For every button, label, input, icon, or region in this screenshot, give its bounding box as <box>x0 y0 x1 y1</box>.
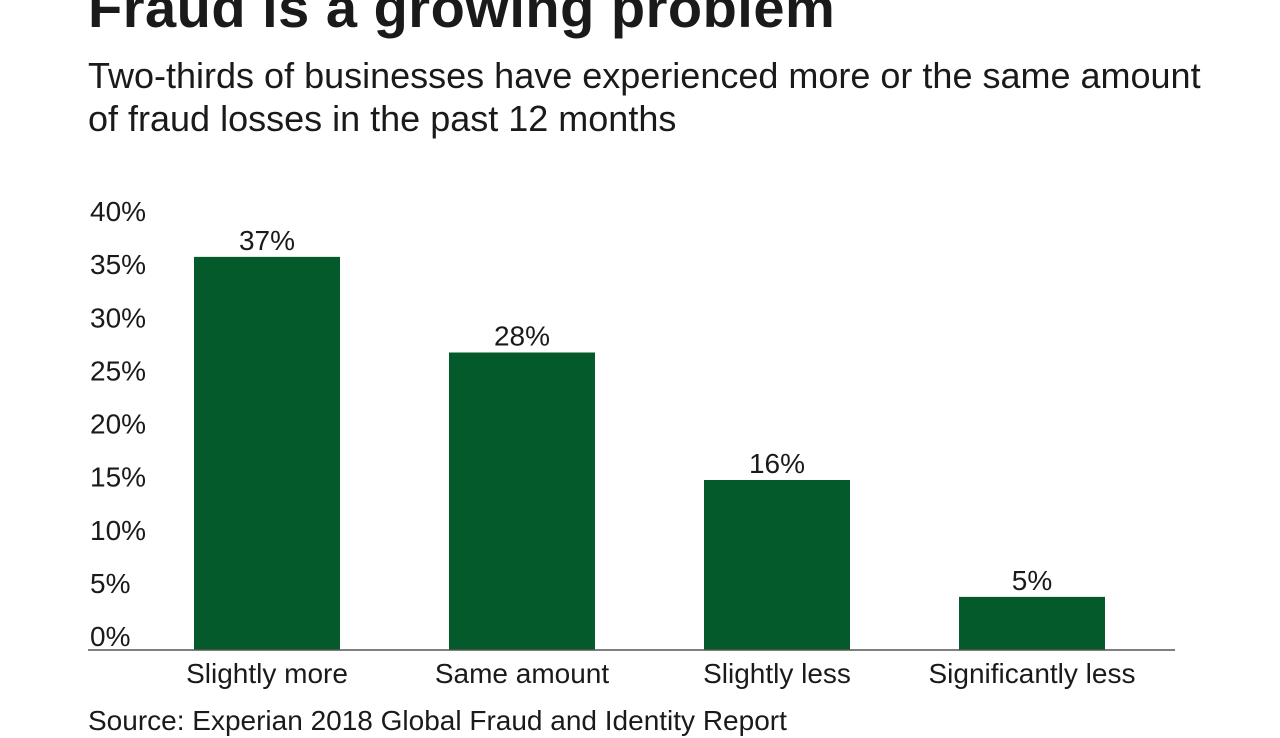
bar-value-label: 37% <box>239 225 295 256</box>
y-tick-label: 35% <box>90 249 146 280</box>
y-tick-label: 15% <box>90 462 146 493</box>
y-axis-ticks: 0% 5% 10% 15% 20% 25% 30% 35% 40% <box>90 196 146 652</box>
bars <box>194 256 1105 650</box>
bar-value-label: 5% <box>1012 565 1052 596</box>
x-category-label: Same amount <box>435 658 610 689</box>
y-tick-label: 40% <box>90 196 146 227</box>
chart-subtitle: Two-thirds of businesses have experience… <box>88 55 1201 139</box>
bar <box>449 352 595 650</box>
bar <box>704 480 850 650</box>
bar-value-label: 28% <box>494 321 550 352</box>
x-category-label: Slightly less <box>703 658 851 689</box>
bar <box>194 256 340 650</box>
data-labels: 37% 28% 16% 5% <box>239 225 1052 596</box>
bar-chart: 0% 5% 10% 15% 20% 25% 30% 35% 40% 37% 28% 16% 5% Sl… <box>88 196 1175 689</box>
x-category-label: Significantly less <box>929 658 1136 689</box>
x-axis-categories: Slightly more Same amount Slightly less Sig… <box>186 658 1135 689</box>
y-tick-label: 10% <box>90 515 146 546</box>
y-tick-label: 25% <box>90 355 146 386</box>
y-tick-label: 0% <box>90 621 130 652</box>
y-tick-label: 20% <box>90 409 146 440</box>
source-note: Source: Experian 2018 Global Fraud and I… <box>88 705 787 736</box>
y-tick-label: 5% <box>90 568 130 599</box>
chart-title: Fraud is a growing problem <box>88 0 836 39</box>
bar-value-label: 16% <box>749 448 805 479</box>
x-category-label: Slightly more <box>186 658 348 689</box>
bar <box>959 596 1105 650</box>
y-tick-label: 30% <box>90 302 146 333</box>
